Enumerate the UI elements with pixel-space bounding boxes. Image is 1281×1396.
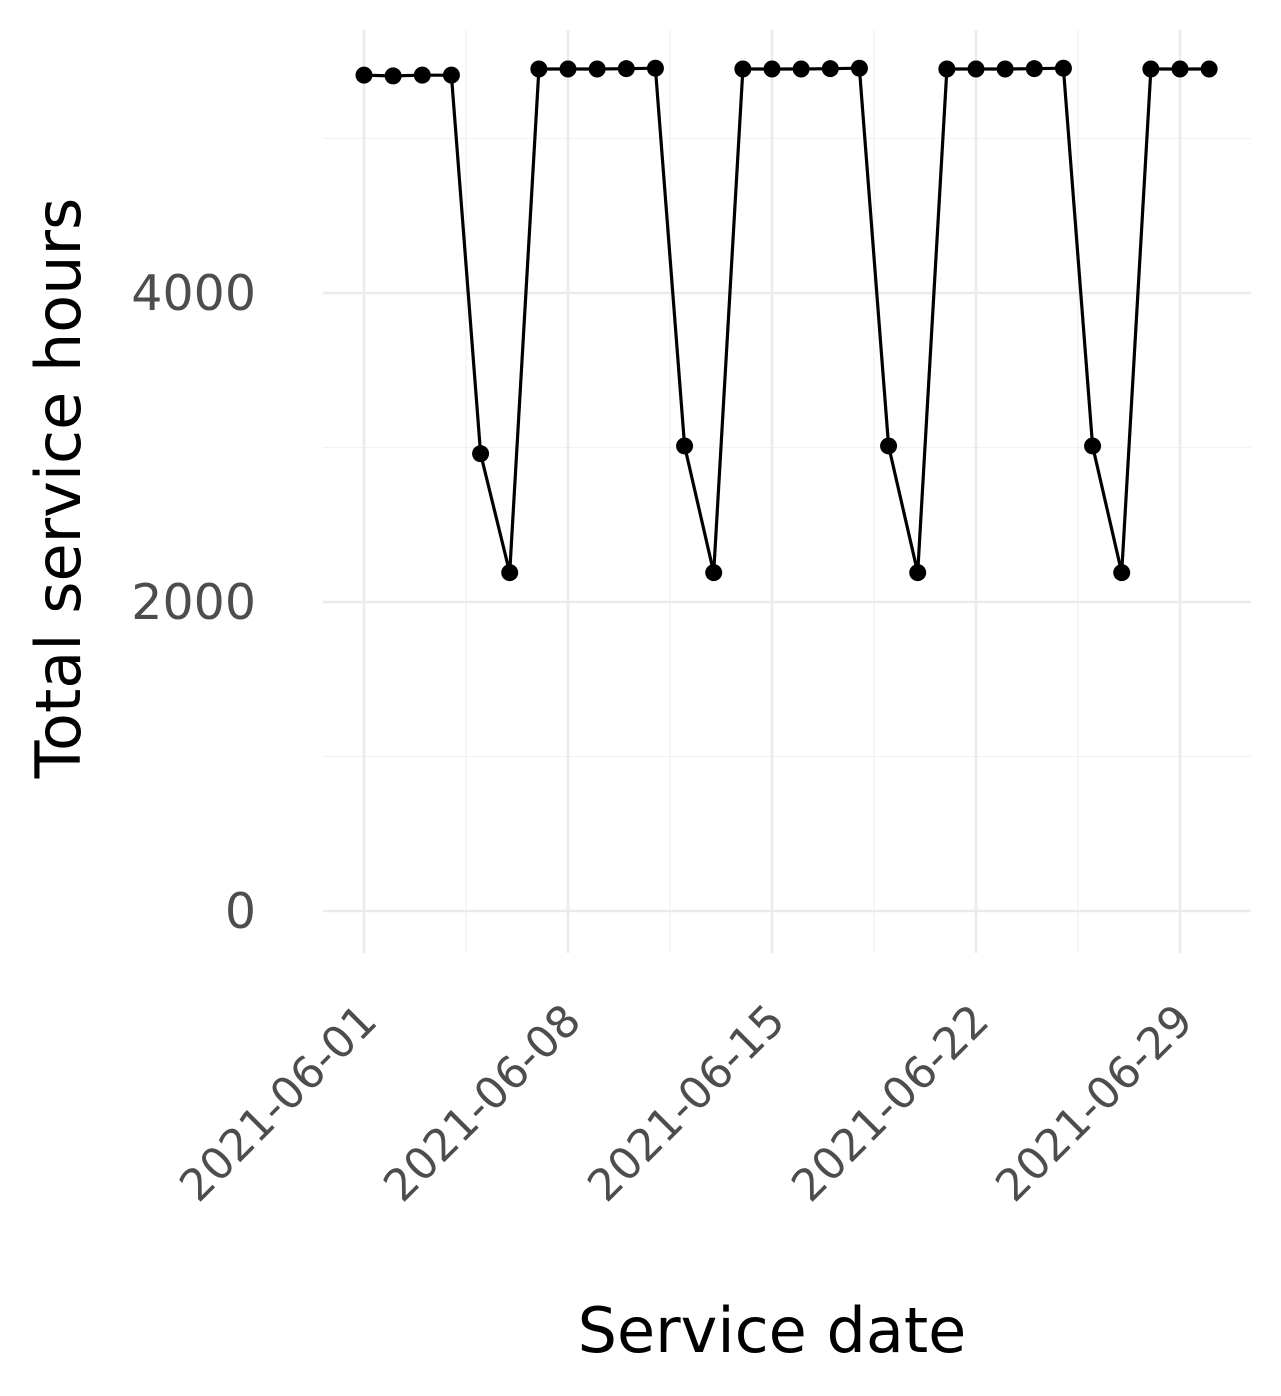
data-point [1171,60,1189,78]
data-point [880,437,898,455]
data-point [1025,60,1043,78]
data-point [355,66,373,84]
data-point [617,60,635,78]
data-point [1084,437,1102,455]
data-point [472,445,490,463]
data-point [850,59,868,77]
data-point [1054,59,1072,77]
data-point [938,60,956,78]
y-axis-ticks: 0 2000 4000 [131,265,256,940]
data-point [1142,60,1160,78]
x-axis-ticks: 2021-06-012021-06-082021-06-152021-06-22… [170,995,1203,1212]
major-gridlines [323,30,1251,953]
series-layer [355,59,1218,582]
data-point [442,66,460,84]
data-point [821,60,839,78]
x-tick-label: 2021-06-22 [782,995,999,1212]
x-tick-label: 2021-06-15 [578,995,795,1212]
data-point [763,60,781,78]
y-tick-label: 2000 [131,574,256,631]
y-tick-label: 0 [225,883,256,940]
data-point [996,60,1014,78]
data-point [676,437,694,455]
data-point [734,60,752,78]
data-point [909,564,927,582]
data-point [646,59,664,77]
y-axis-title: Total service hours [22,198,95,780]
series-line [363,66,1210,575]
data-point [559,60,577,78]
data-point [530,60,548,78]
data-point [501,564,519,582]
data-point [1200,60,1218,78]
data-point [1113,564,1131,582]
data-point [792,60,810,78]
x-tick-label: 2021-06-01 [170,995,387,1212]
data-point [588,60,606,78]
data-point [705,564,723,582]
data-point [413,66,431,84]
x-axis-title: Service date [578,1294,967,1367]
x-tick-label: 2021-06-29 [986,995,1203,1212]
minor-gridlines [323,30,1251,953]
data-point [384,67,402,85]
y-tick-label: 4000 [131,265,256,322]
data-point [967,60,985,78]
x-tick-label: 2021-06-08 [374,995,591,1212]
